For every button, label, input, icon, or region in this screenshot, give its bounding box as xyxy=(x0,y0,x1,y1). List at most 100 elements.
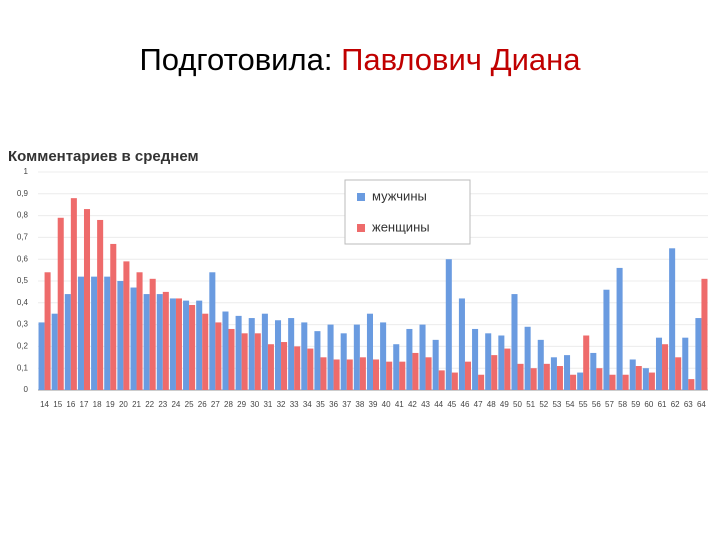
bar xyxy=(288,318,295,390)
legend-swatch xyxy=(357,224,365,232)
x-tick-label: 58 xyxy=(618,400,627,409)
legend-box xyxy=(344,179,471,245)
bar xyxy=(432,339,439,390)
bar xyxy=(235,315,242,390)
x-tick-label: 38 xyxy=(355,400,364,409)
bar xyxy=(701,278,708,390)
bar xyxy=(57,217,64,390)
bar xyxy=(136,272,143,390)
y-tick-label: 0,8 xyxy=(17,211,29,220)
bar xyxy=(504,348,511,390)
bar xyxy=(314,331,321,390)
bar xyxy=(267,344,274,390)
x-tick-label: 43 xyxy=(421,400,430,409)
bar xyxy=(590,352,597,390)
bar xyxy=(609,374,616,390)
bar xyxy=(491,355,498,390)
bar xyxy=(130,287,137,390)
bar xyxy=(399,361,406,390)
x-tick-label: 44 xyxy=(434,400,443,409)
bar xyxy=(189,304,196,390)
x-tick-label: 64 xyxy=(697,400,706,409)
bar xyxy=(464,361,472,390)
x-tick-label: 15 xyxy=(53,400,62,409)
x-tick-label: 41 xyxy=(395,400,404,409)
bar xyxy=(524,326,531,390)
bar xyxy=(38,322,45,390)
x-tick-label: 29 xyxy=(237,400,246,409)
x-tick-label: 45 xyxy=(447,400,456,409)
bar xyxy=(425,357,432,390)
x-tick-label: 50 xyxy=(513,400,522,409)
x-tick-label: 28 xyxy=(224,400,233,409)
x-tick-label: 55 xyxy=(579,400,588,409)
bar xyxy=(635,366,642,390)
bar xyxy=(117,281,124,390)
y-tick-label: 0,1 xyxy=(17,363,29,372)
bar xyxy=(91,276,98,390)
x-tick-label: 49 xyxy=(500,400,509,409)
bar xyxy=(596,368,603,390)
bar xyxy=(648,372,655,390)
x-tick-label: 40 xyxy=(382,400,391,409)
bar xyxy=(353,324,360,390)
bar xyxy=(393,344,400,390)
y-tick-label: 1 xyxy=(24,167,29,176)
x-tick-label: 39 xyxy=(369,400,378,409)
bar xyxy=(478,374,485,390)
bar xyxy=(64,294,71,390)
bar xyxy=(202,313,209,390)
bar xyxy=(406,328,413,390)
bar xyxy=(104,276,111,390)
bar xyxy=(498,335,505,390)
bar xyxy=(669,248,676,390)
bar xyxy=(261,313,268,390)
bar xyxy=(209,272,216,390)
bar xyxy=(380,322,387,390)
bar xyxy=(301,322,308,390)
bar xyxy=(346,359,353,390)
bar xyxy=(517,363,524,390)
x-tick-label: 47 xyxy=(474,400,483,409)
bar xyxy=(583,335,590,390)
bar xyxy=(149,278,156,390)
bar xyxy=(274,320,282,390)
bar xyxy=(603,289,610,390)
x-tick-label: 22 xyxy=(145,400,154,409)
bar xyxy=(386,361,393,390)
bar xyxy=(556,366,563,390)
x-tick-label: 51 xyxy=(526,400,535,409)
x-tick-label: 26 xyxy=(198,400,207,409)
bar xyxy=(458,298,465,390)
x-tick-label: 16 xyxy=(66,400,75,409)
x-tick-label: 52 xyxy=(539,400,548,409)
y-tick-label: 0,5 xyxy=(17,276,29,285)
bar xyxy=(438,370,445,390)
bar xyxy=(695,318,702,390)
x-tick-label: 17 xyxy=(80,400,89,409)
bar xyxy=(662,344,669,390)
x-tick-label: 18 xyxy=(93,400,102,409)
bar xyxy=(472,328,479,390)
bar xyxy=(83,209,91,390)
y-tick-label: 0 xyxy=(24,385,29,394)
x-tick-label: 63 xyxy=(684,400,693,409)
x-tick-label: 46 xyxy=(461,400,470,409)
bar xyxy=(655,337,663,390)
y-tick-label: 0,2 xyxy=(17,342,29,351)
bar xyxy=(530,368,537,390)
bar xyxy=(97,219,104,390)
x-tick-label: 33 xyxy=(290,400,299,409)
bar xyxy=(162,291,169,390)
bar xyxy=(294,346,301,390)
bar xyxy=(169,298,176,390)
bar xyxy=(419,324,426,390)
bar xyxy=(327,324,334,390)
slide-title: Подготовила: Павлович Диана xyxy=(140,42,582,77)
bar xyxy=(570,374,577,390)
bar xyxy=(143,294,150,390)
bar xyxy=(688,379,695,390)
bar xyxy=(44,272,51,390)
bar xyxy=(412,352,419,390)
